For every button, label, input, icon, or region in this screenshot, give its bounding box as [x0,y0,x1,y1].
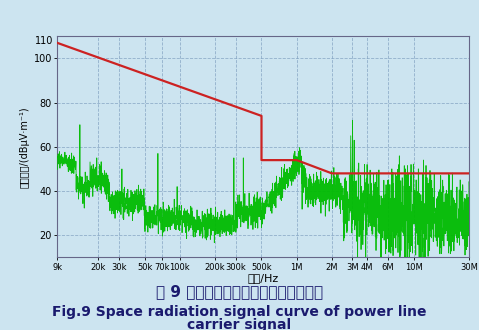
Text: Fig.9 Space radiation signal curve of power line: Fig.9 Space radiation signal curve of po… [52,305,427,319]
Text: carrier signal: carrier signal [187,318,292,330]
X-axis label: 频率/Hz: 频率/Hz [248,273,279,283]
Text: 110: 110 [35,36,53,46]
Text: 图 9 电力线载波信号空间辐射信号曲线: 图 9 电力线载波信号空间辐射信号曲线 [156,284,323,300]
Y-axis label: 电场强度/(dBμV·m⁻¹): 电场强度/(dBμV·m⁻¹) [19,106,29,188]
